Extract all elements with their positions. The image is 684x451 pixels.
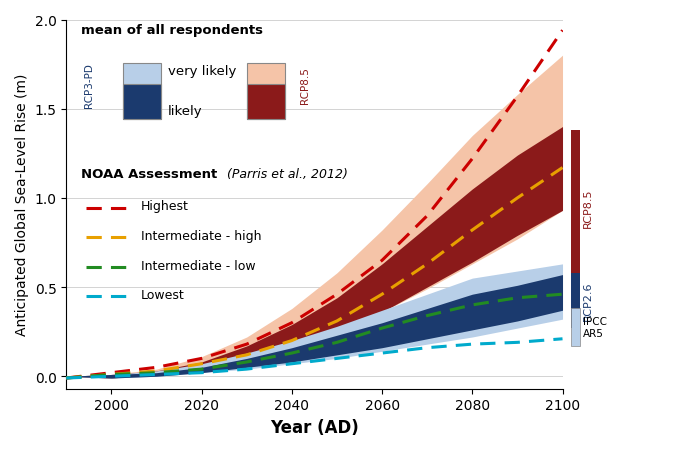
Y-axis label: Anticipated Global Sea-Level Rise (m): Anticipated Global Sea-Level Rise (m): [15, 74, 29, 336]
Text: likely: likely: [168, 105, 202, 118]
Text: Lowest: Lowest: [141, 289, 185, 301]
Text: RCP8.5: RCP8.5: [583, 188, 593, 227]
Text: RCP3-PD: RCP3-PD: [83, 63, 94, 107]
Bar: [123, 64, 161, 120]
Text: NOAA Assessment: NOAA Assessment: [81, 168, 218, 181]
Text: very likely: very likely: [168, 64, 237, 78]
Text: Intermediate - low: Intermediate - low: [141, 259, 255, 272]
Text: IPCC
AR5: IPCC AR5: [583, 317, 607, 338]
Text: mean of all respondents: mean of all respondents: [81, 24, 263, 37]
Bar: [123, 85, 161, 120]
X-axis label: Year (AD): Year (AD): [270, 418, 359, 436]
Bar: [248, 64, 285, 120]
Bar: [248, 85, 285, 120]
Text: RCP2.6: RCP2.6: [583, 281, 593, 321]
Text: Intermediate - high: Intermediate - high: [141, 230, 261, 243]
Text: RCP8.5: RCP8.5: [300, 67, 310, 103]
Text: Highest: Highest: [141, 200, 189, 213]
Text: (Parris et al., 2012): (Parris et al., 2012): [222, 168, 347, 181]
